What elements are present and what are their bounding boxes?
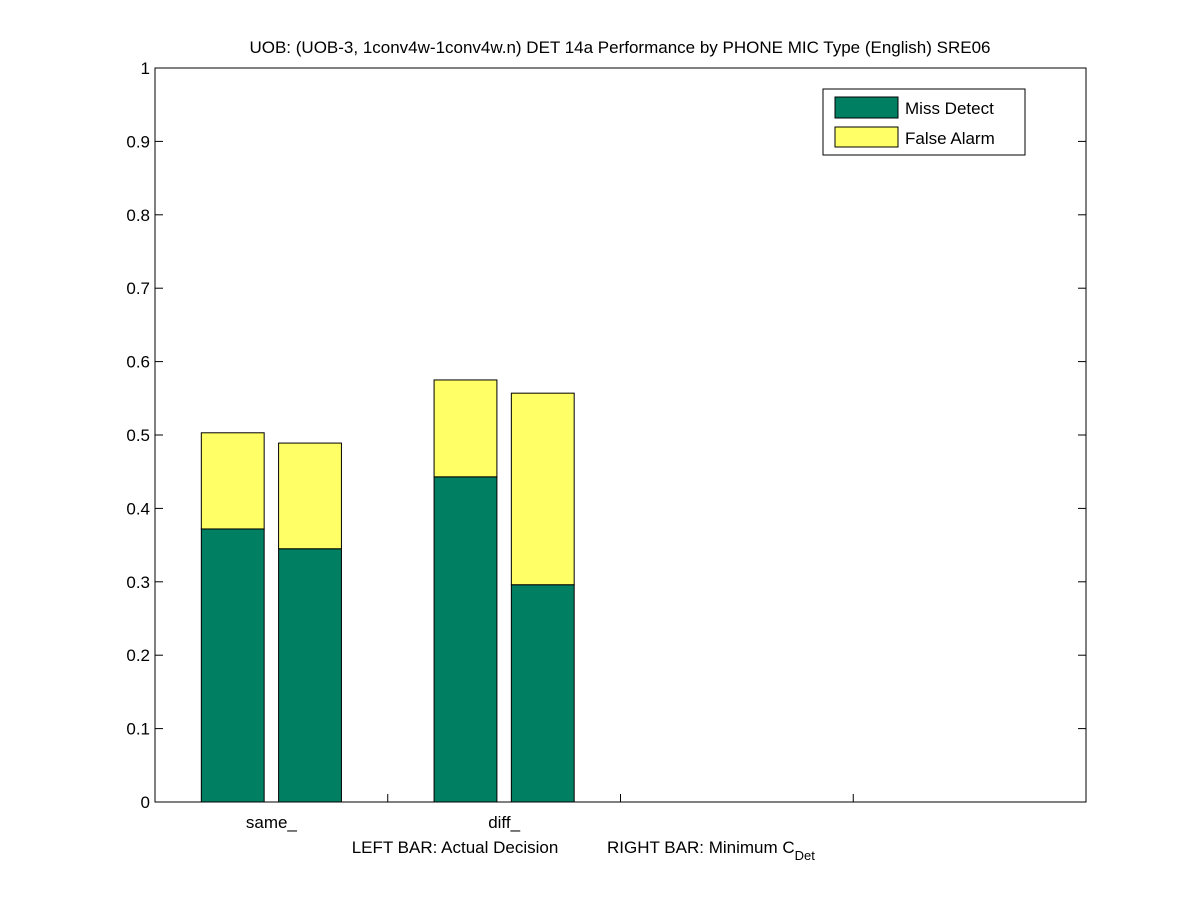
legend-swatch-false-alarm	[834, 126, 899, 148]
legend-label-false-alarm: False Alarm	[905, 129, 995, 148]
y-tick-label: 0.7	[126, 279, 150, 298]
y-tick-label: 0.5	[126, 426, 150, 445]
false-alarm-bar-minimum	[510, 392, 575, 586]
miss-detect-bar-actual	[200, 528, 265, 803]
y-tick-label: 0.3	[126, 573, 150, 592]
x-category-label: diff_	[488, 813, 520, 832]
x-category-label: same_	[246, 813, 298, 832]
x-axis: same_ diff_	[246, 794, 854, 832]
legend: Miss Detect False Alarm	[822, 88, 1026, 156]
y-tick-label: 0.6	[126, 353, 150, 372]
legend-label-miss-detect: Miss Detect	[905, 99, 994, 118]
y-tick-label: 0.2	[126, 646, 150, 665]
x-axis-label-left: LEFT BAR: Actual Decision	[352, 838, 559, 857]
y-tick-label: 0	[141, 793, 150, 812]
y-tick-label: 0.8	[126, 206, 150, 225]
x-axis-label-right: RIGHT BAR: Minimum CDet	[607, 838, 815, 863]
y-tick-label: 0.1	[126, 720, 150, 739]
miss-detect-bar-minimum	[510, 584, 575, 803]
y-tick-label: 1	[141, 59, 150, 78]
y-tick-label: 0.9	[126, 132, 150, 151]
false-alarm-bar-minimum	[278, 442, 342, 550]
miss-detect-bar-actual	[433, 476, 498, 803]
bars-group	[200, 379, 575, 803]
miss-detect-bar-minimum	[278, 548, 342, 803]
x-axis-label-right-sub: Det	[795, 848, 816, 863]
y-axis: 0 0.1 0.2 0.3 0.4 0.5 0.6 0.7 0.8 0.9 1	[126, 59, 1086, 812]
false-alarm-bar-actual	[200, 432, 265, 530]
x-axis-label-right-main: RIGHT BAR: Minimum C	[607, 838, 795, 857]
false-alarm-bar-actual	[433, 379, 498, 478]
y-tick-label: 0.4	[126, 499, 150, 518]
chart-title: UOB: (UOB-3, 1conv4w-1conv4w.n) DET 14a …	[249, 38, 990, 57]
legend-swatch-miss-detect	[834, 96, 899, 119]
